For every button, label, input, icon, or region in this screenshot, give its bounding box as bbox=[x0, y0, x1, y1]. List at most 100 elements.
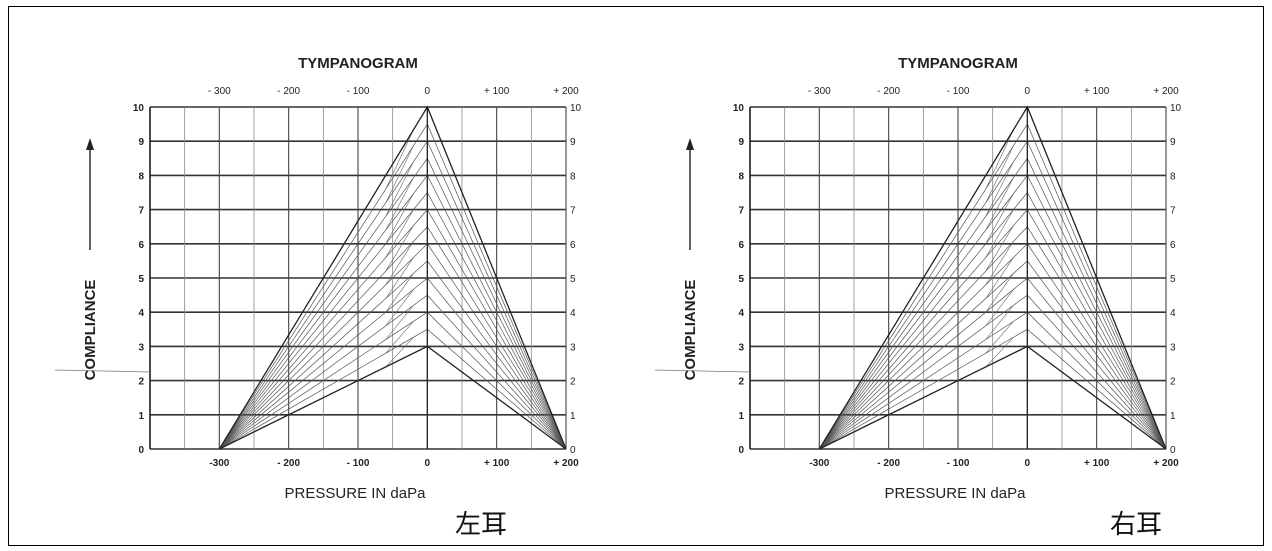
y-tick-right: 10 bbox=[570, 103, 582, 114]
y-tick-right: 10 bbox=[1170, 103, 1182, 114]
y-tick-right: 3 bbox=[1170, 342, 1176, 353]
x-tick-top: 0 bbox=[425, 86, 431, 97]
scan-artifact-line bbox=[54, 369, 151, 373]
y-tick-right: 9 bbox=[570, 137, 576, 148]
x-tick-top: + 200 bbox=[1153, 86, 1179, 97]
y-tick-left: 6 bbox=[738, 240, 744, 251]
x-tick-bottom: -300 bbox=[209, 458, 229, 469]
y-tick-left: 1 bbox=[138, 411, 144, 422]
tympanogram-chart-left: TYMPANOGRAM - 300 - 200 - 100 0 + 100 + 200 -30… bbox=[54, 55, 582, 502]
x-tick-bottom: + 100 bbox=[484, 458, 510, 469]
hatch-diagonal bbox=[385, 337, 414, 368]
y-tick-left: 8 bbox=[738, 171, 744, 182]
x-tick-top: + 100 bbox=[1084, 86, 1110, 97]
y-tick-left: 10 bbox=[733, 103, 745, 114]
y-tick-left: 6 bbox=[138, 240, 144, 251]
hatch-diagonal bbox=[385, 145, 414, 203]
hatch-diagonal bbox=[385, 289, 414, 327]
page-frame bbox=[8, 6, 1264, 546]
y-tick-left: 0 bbox=[138, 445, 144, 456]
ear-label-left: 左耳 bbox=[455, 510, 508, 540]
hatch-diagonal bbox=[985, 241, 1014, 286]
y-tick-left: 2 bbox=[138, 377, 144, 388]
hatch-diagonal bbox=[385, 273, 414, 313]
hatch-diagonal bbox=[385, 161, 414, 217]
x-tick-top: - 100 bbox=[347, 86, 370, 97]
hatch-diagonal bbox=[385, 225, 414, 272]
y-tick-left: 4 bbox=[738, 308, 744, 319]
chart-panel-right: TYMPANOGRAM - 300 - 200 - 100 0 + 100 + 200 -30… bbox=[600, 0, 1236, 551]
x-tick-top: - 300 bbox=[808, 86, 831, 97]
y-tick-left: 3 bbox=[738, 342, 744, 353]
y-axis-label: COMPLIANCE bbox=[682, 280, 699, 381]
y-tick-left: 9 bbox=[138, 137, 144, 148]
hatch-diagonal bbox=[385, 321, 414, 354]
y-tick-left: 3 bbox=[138, 342, 144, 353]
x-tick-bottom: + 100 bbox=[1084, 458, 1110, 469]
hatch-diagonal bbox=[985, 177, 1014, 231]
hatch-diagonal bbox=[985, 305, 1014, 340]
hatch-diagonal bbox=[985, 257, 1014, 299]
y-tick-left: 5 bbox=[738, 274, 744, 285]
hatch-diagonal bbox=[985, 273, 1014, 313]
y-tick-right: 1 bbox=[570, 411, 576, 422]
x-tick-bottom: + 200 bbox=[1153, 458, 1179, 469]
y-tick-left: 10 bbox=[133, 103, 145, 114]
chart-title: TYMPANOGRAM bbox=[898, 55, 1018, 72]
hatch-diagonal bbox=[385, 241, 414, 286]
y-tick-right: 5 bbox=[1170, 274, 1176, 285]
y-tick-right: 2 bbox=[1170, 377, 1176, 388]
y-tick-left: 5 bbox=[138, 274, 144, 285]
y-tick-right: 4 bbox=[1170, 308, 1176, 319]
y-tick-right: 9 bbox=[1170, 137, 1176, 148]
x-tick-bottom: 0 bbox=[1025, 458, 1031, 469]
hatch-diagonal bbox=[985, 193, 1014, 244]
x-tick-top: + 100 bbox=[484, 86, 510, 97]
y-tick-left: 2 bbox=[738, 377, 744, 388]
x-tick-bottom: - 200 bbox=[277, 458, 300, 469]
x-tick-top: + 200 bbox=[553, 86, 579, 97]
hatch-diagonal bbox=[985, 321, 1014, 354]
y-tick-right: 7 bbox=[570, 206, 576, 217]
y-axis-arrow-head bbox=[686, 138, 694, 150]
scan-artifact-line bbox=[654, 369, 751, 373]
x-tick-bottom: - 100 bbox=[347, 458, 370, 469]
y-tick-right: 8 bbox=[1170, 171, 1176, 182]
hatch-diagonal bbox=[985, 289, 1014, 327]
y-axis-label: COMPLIANCE bbox=[82, 280, 99, 381]
x-tick-bottom: 0 bbox=[425, 458, 431, 469]
hatch-diagonal bbox=[385, 129, 414, 190]
x-tick-top: 0 bbox=[1025, 86, 1031, 97]
hatch-diagonal bbox=[985, 225, 1014, 272]
tympanogram-chart-right: TYMPANOGRAM - 300 - 200 - 100 0 + 100 + 200 -30… bbox=[654, 55, 1182, 502]
y-tick-right: 4 bbox=[570, 308, 576, 319]
y-axis-arrow-head bbox=[86, 138, 94, 150]
y-tick-left: 4 bbox=[138, 308, 144, 319]
x-tick-bottom: + 200 bbox=[553, 458, 579, 469]
x-tick-bottom: - 200 bbox=[877, 458, 900, 469]
y-tick-left: 8 bbox=[138, 171, 144, 182]
x-tick-top: - 200 bbox=[877, 86, 900, 97]
x-axis-label: PRESSURE IN daPa bbox=[285, 485, 427, 502]
hatch-diagonal bbox=[985, 129, 1014, 190]
x-tick-top: - 200 bbox=[277, 86, 300, 97]
x-tick-top: - 100 bbox=[947, 86, 970, 97]
y-tick-left: 0 bbox=[738, 445, 744, 456]
hatch-diagonal bbox=[385, 257, 414, 299]
hatch-diagonal bbox=[385, 177, 414, 231]
hatch-diagonal bbox=[385, 305, 414, 340]
chart-title: TYMPANOGRAM bbox=[298, 55, 418, 72]
y-tick-right: 5 bbox=[570, 274, 576, 285]
ear-label-right: 右耳 bbox=[1110, 510, 1163, 540]
y-tick-right: 3 bbox=[570, 342, 576, 353]
y-tick-right: 0 bbox=[570, 445, 576, 456]
x-axis-label: PRESSURE IN daPa bbox=[885, 485, 1027, 502]
hatch-diagonal bbox=[985, 145, 1014, 203]
x-tick-bottom: -300 bbox=[809, 458, 829, 469]
hatch-diagonal bbox=[985, 161, 1014, 217]
hatch-diagonal bbox=[985, 337, 1014, 368]
y-tick-right: 0 bbox=[1170, 445, 1176, 456]
x-tick-bottom: - 100 bbox=[947, 458, 970, 469]
y-tick-left: 7 bbox=[138, 206, 144, 217]
y-tick-left: 1 bbox=[738, 411, 744, 422]
